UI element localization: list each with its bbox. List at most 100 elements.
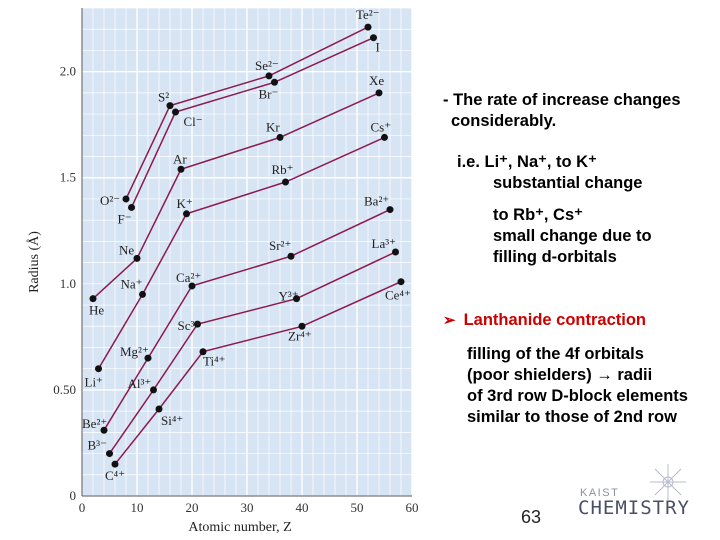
data-point: [276, 133, 284, 141]
note-ie-line: i.e. Li⁺, Na⁺, to K⁺: [457, 153, 597, 171]
data-point: [155, 405, 163, 413]
data-point: [364, 23, 372, 31]
axes: 0 10 20 30 40 50 60 0 0.50 1.0 1.5 2.0: [53, 8, 419, 515]
point-label: Cs⁺: [371, 119, 392, 134]
data-point: [111, 460, 119, 468]
data-point: [150, 386, 157, 394]
radius-chart: 0 10 20 30 40 50 60 0 0.50 1.0 1.5 2.0 O²⁻ S² Se²⁻ Te²…: [26, 7, 419, 535]
point-label: Rb⁺: [272, 162, 294, 177]
series-6: B³⁻ Al³⁺ Sc³⁺ Y³⁺ La³⁺: [88, 236, 399, 458]
point-label: C⁴⁺: [105, 468, 125, 483]
data-point: [282, 178, 289, 186]
point-label: F⁻: [118, 211, 132, 226]
data-point: [188, 282, 196, 290]
lanth-line-1: filling of the 4f orbitals: [467, 345, 644, 363]
y-tick-label: 0: [70, 488, 77, 503]
x-axis-label: Atomic number, Z: [188, 520, 291, 535]
point-label: Ca²⁺: [176, 270, 201, 285]
point-label: I: [376, 40, 380, 55]
point-label: Ti⁴⁺: [203, 354, 226, 369]
point-label: Kr: [266, 119, 280, 134]
lanth-line-2: (poor shielders) → radii: [467, 366, 653, 384]
x-tick-label: 60: [406, 500, 419, 515]
data-point: [293, 295, 300, 303]
data-point: [381, 133, 388, 141]
logo-top-text: KAIST: [580, 487, 620, 499]
series-2: F⁻ Cl⁻ Br⁻ I: [118, 34, 380, 226]
data-point: [166, 102, 174, 110]
lanth-line-3: of 3rd row D-block elements: [467, 387, 688, 405]
series-group: O²⁻ S² Se²⁻ Te²⁻ F⁻ Cl⁻ Br⁻ I He Ne Ar Kr Xe Li⁺ Na⁺ K⁺…: [82, 7, 411, 483]
y-tick-label: 1.5: [60, 170, 76, 185]
note-lanthanide-body: filling of the 4f orbitals (poor shielde…: [467, 344, 688, 428]
point-label: Si⁴⁺: [161, 413, 183, 428]
data-point: [177, 165, 185, 173]
y-tick-label: 1.0: [60, 276, 76, 291]
point-label: B³⁻: [88, 438, 107, 453]
data-point: [370, 34, 377, 42]
point-label: Te²⁻: [356, 7, 380, 22]
data-point: [144, 354, 152, 362]
series-7: C⁴⁺ Si⁴⁺ Ti⁴⁺ Zr⁴⁺ Ce⁴⁺: [105, 278, 411, 483]
point-label: Y³⁺: [279, 289, 299, 304]
logo-flare-icon: [650, 464, 686, 500]
note-rate-line1: - The rate of increase changes: [443, 91, 681, 109]
point-label: O²⁻: [100, 193, 120, 208]
point-label: Li⁺: [85, 375, 103, 390]
note-rate-line2: considerably.: [451, 112, 557, 130]
note-to-rb: to Rb⁺, Cs⁺: [493, 206, 583, 224]
note-rb-cs: to Rb⁺, Cs⁺ small change due to filling …: [493, 205, 652, 268]
point-label: Br⁻: [259, 86, 279, 101]
data-point: [89, 295, 97, 303]
note-small-change: small change due to: [493, 227, 652, 245]
data-point: [199, 348, 207, 356]
lanthanide-title: Lanthanide contraction: [463, 311, 647, 329]
note-rate: - The rate of increase changes considera…: [443, 90, 681, 132]
data-point: [298, 322, 306, 330]
point-label: He: [89, 303, 104, 318]
point-label: S²: [158, 90, 169, 105]
x-tick-label: 20: [186, 500, 199, 515]
point-label: Sr²⁺: [269, 238, 291, 253]
point-label: Be²⁺: [82, 416, 107, 431]
point-label: Sc³⁺: [178, 318, 202, 333]
y-tick-label: 0.50: [53, 382, 76, 397]
x-tick-label: 10: [131, 500, 144, 515]
x-tick-label: 40: [296, 500, 309, 515]
series-1: O²⁻ S² Se²⁻ Te²⁻: [100, 7, 380, 208]
note-lanthanide-heading: ➢ Lanthanide contraction: [443, 310, 646, 331]
series-line: [130, 37, 374, 208]
note-alkali: i.e. Li⁺, Na⁺, to K⁺ substantial change: [457, 152, 642, 194]
series-4: Li⁺ Na⁺ K⁺ Rb⁺ Cs⁺: [85, 119, 392, 389]
data-point: [386, 206, 394, 214]
point-label: Ba²⁺: [364, 194, 389, 209]
logo-main-text: CHEMISTRY: [578, 497, 690, 519]
y-axis-label: Radius (Å): [26, 231, 42, 293]
point-label: Xe: [369, 73, 384, 88]
data-point: [128, 203, 135, 211]
point-label: Zr⁴⁺: [288, 328, 312, 343]
data-point: [100, 426, 108, 434]
x-tick-label: 0: [79, 500, 86, 515]
data-point: [95, 365, 102, 373]
lanth-line-4: similar to those of 2nd row: [467, 408, 677, 426]
x-tick-label: 30: [241, 500, 254, 515]
data-point: [375, 89, 383, 97]
series-5: Be²⁺ Mg²⁺ Ca²⁺ Sr²⁺ Ba²⁺: [82, 194, 394, 434]
data-point: [397, 278, 405, 286]
note-filling-d: filling d-orbitals: [493, 248, 617, 266]
data-point: [183, 210, 190, 218]
note-substantial: substantial change: [493, 174, 643, 192]
y-tick-label: 2.0: [60, 64, 76, 79]
data-point: [265, 72, 273, 80]
point-label: Ne: [119, 242, 134, 257]
page-number: 63: [521, 507, 542, 527]
data-point: [392, 248, 399, 256]
chart-svg: 0 10 20 30 40 50 60 0 0.50 1.0 1.5 2.0 O²⁻ S² Se²⁻ Te²…: [26, 7, 419, 535]
point-label: K⁺: [177, 196, 193, 211]
grid: [81, 7, 413, 497]
series-line: [125, 26, 369, 200]
point-label: Se²⁻: [255, 58, 279, 73]
data-point: [287, 252, 295, 260]
data-point: [106, 450, 113, 458]
